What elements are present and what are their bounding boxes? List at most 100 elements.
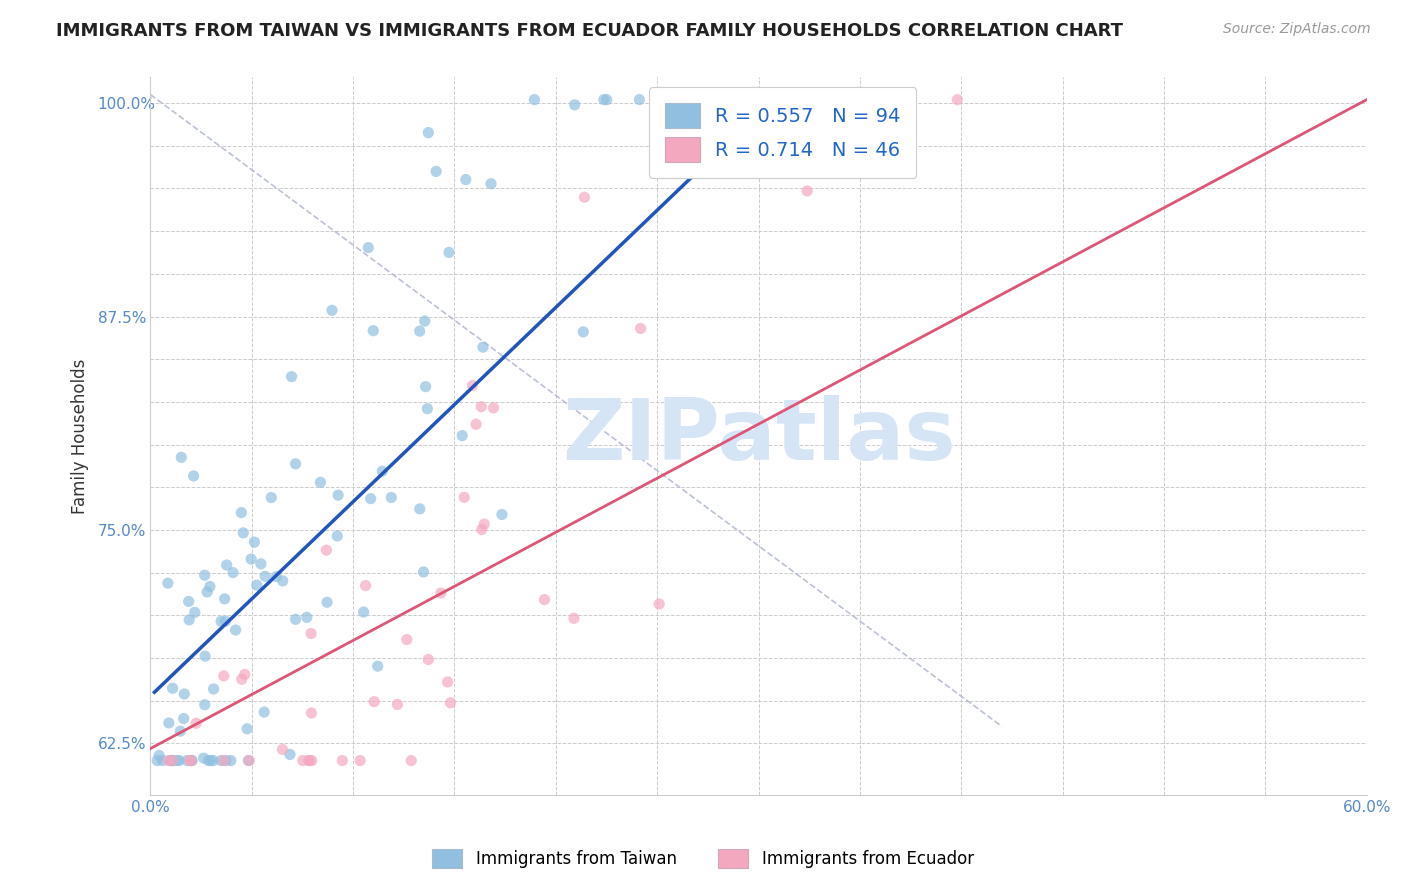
Point <box>309 475 332 490</box>
Point <box>194 649 217 664</box>
Y-axis label: Family Households: Family Households <box>72 359 89 514</box>
Point <box>159 754 181 768</box>
Point <box>284 612 307 626</box>
Point <box>212 669 235 683</box>
Point <box>183 469 205 483</box>
Point <box>254 569 277 583</box>
Point <box>429 586 451 600</box>
Point <box>215 558 238 572</box>
Text: IMMIGRANTS FROM TAIWAN VS IMMIGRANTS FROM ECUADOR FAMILY HOUSEHOLDS CORRELATION : IMMIGRANTS FROM TAIWAN VS IMMIGRANTS FRO… <box>56 22 1123 40</box>
Point <box>170 450 193 465</box>
Point <box>271 742 294 756</box>
Point <box>412 565 434 579</box>
Point <box>215 754 238 768</box>
Point <box>361 324 384 338</box>
Point <box>166 754 188 768</box>
Point <box>202 754 225 768</box>
Point <box>482 401 505 415</box>
Point <box>238 754 260 768</box>
Point <box>194 698 217 712</box>
Point <box>408 324 430 338</box>
Point <box>399 754 422 768</box>
Point <box>479 177 502 191</box>
Point <box>278 747 301 762</box>
Point <box>253 705 276 719</box>
Point <box>148 748 170 763</box>
Text: ZIPatlas: ZIPatlas <box>561 394 956 477</box>
Point <box>181 754 204 768</box>
Point <box>284 457 307 471</box>
Point <box>453 491 475 505</box>
Point <box>697 93 720 107</box>
Point <box>316 595 339 609</box>
Point <box>152 754 174 768</box>
Point <box>301 754 323 768</box>
Point <box>176 754 198 768</box>
Point <box>472 517 495 532</box>
Point <box>222 566 245 580</box>
Point <box>299 626 322 640</box>
Legend: Immigrants from Taiwan, Immigrants from Ecuador: Immigrants from Taiwan, Immigrants from … <box>426 842 980 875</box>
Point <box>413 314 436 328</box>
Point <box>232 525 254 540</box>
Legend: R = 0.557   N = 94, R = 0.714   N = 46: R = 0.557 N = 94, R = 0.714 N = 46 <box>650 87 917 178</box>
Point <box>592 93 614 107</box>
Point <box>415 379 437 393</box>
Point <box>596 93 619 107</box>
Point <box>572 325 595 339</box>
Point <box>243 535 266 549</box>
Point <box>179 754 201 768</box>
Point <box>240 552 263 566</box>
Point <box>946 93 969 107</box>
Point <box>472 340 495 354</box>
Point <box>315 543 337 558</box>
Point <box>169 724 191 739</box>
Point <box>299 706 322 720</box>
Point <box>180 754 202 768</box>
Point <box>179 613 201 627</box>
Point <box>162 754 184 768</box>
Point <box>160 754 183 768</box>
Point <box>146 754 169 768</box>
Point <box>280 369 302 384</box>
Point <box>250 557 273 571</box>
Point <box>409 501 432 516</box>
Point <box>454 172 477 186</box>
Point <box>330 754 353 768</box>
Point <box>214 591 236 606</box>
Point <box>564 98 586 112</box>
Point <box>727 93 749 107</box>
Point <box>298 754 321 768</box>
Point <box>173 687 195 701</box>
Point <box>367 659 389 673</box>
Point <box>437 245 460 260</box>
Point <box>357 241 380 255</box>
Point <box>260 491 283 505</box>
Point <box>574 190 596 204</box>
Point <box>298 754 321 768</box>
Point <box>231 672 253 686</box>
Point <box>162 754 184 768</box>
Point <box>630 321 652 335</box>
Point <box>238 754 260 768</box>
Point <box>219 754 242 768</box>
Point <box>796 184 818 198</box>
Point <box>416 401 439 416</box>
Point <box>371 464 394 478</box>
Point <box>184 605 207 619</box>
Point <box>471 523 494 537</box>
Point <box>648 597 671 611</box>
Point <box>225 623 247 637</box>
Point <box>363 695 385 709</box>
Point <box>349 754 371 768</box>
Point <box>353 605 375 619</box>
Point <box>672 93 695 107</box>
Point <box>195 585 218 599</box>
Point <box>321 303 343 318</box>
Point <box>523 93 546 107</box>
Point <box>233 667 256 681</box>
Point <box>380 491 402 505</box>
Point <box>194 568 217 582</box>
Point <box>266 569 288 583</box>
Point <box>876 93 898 107</box>
